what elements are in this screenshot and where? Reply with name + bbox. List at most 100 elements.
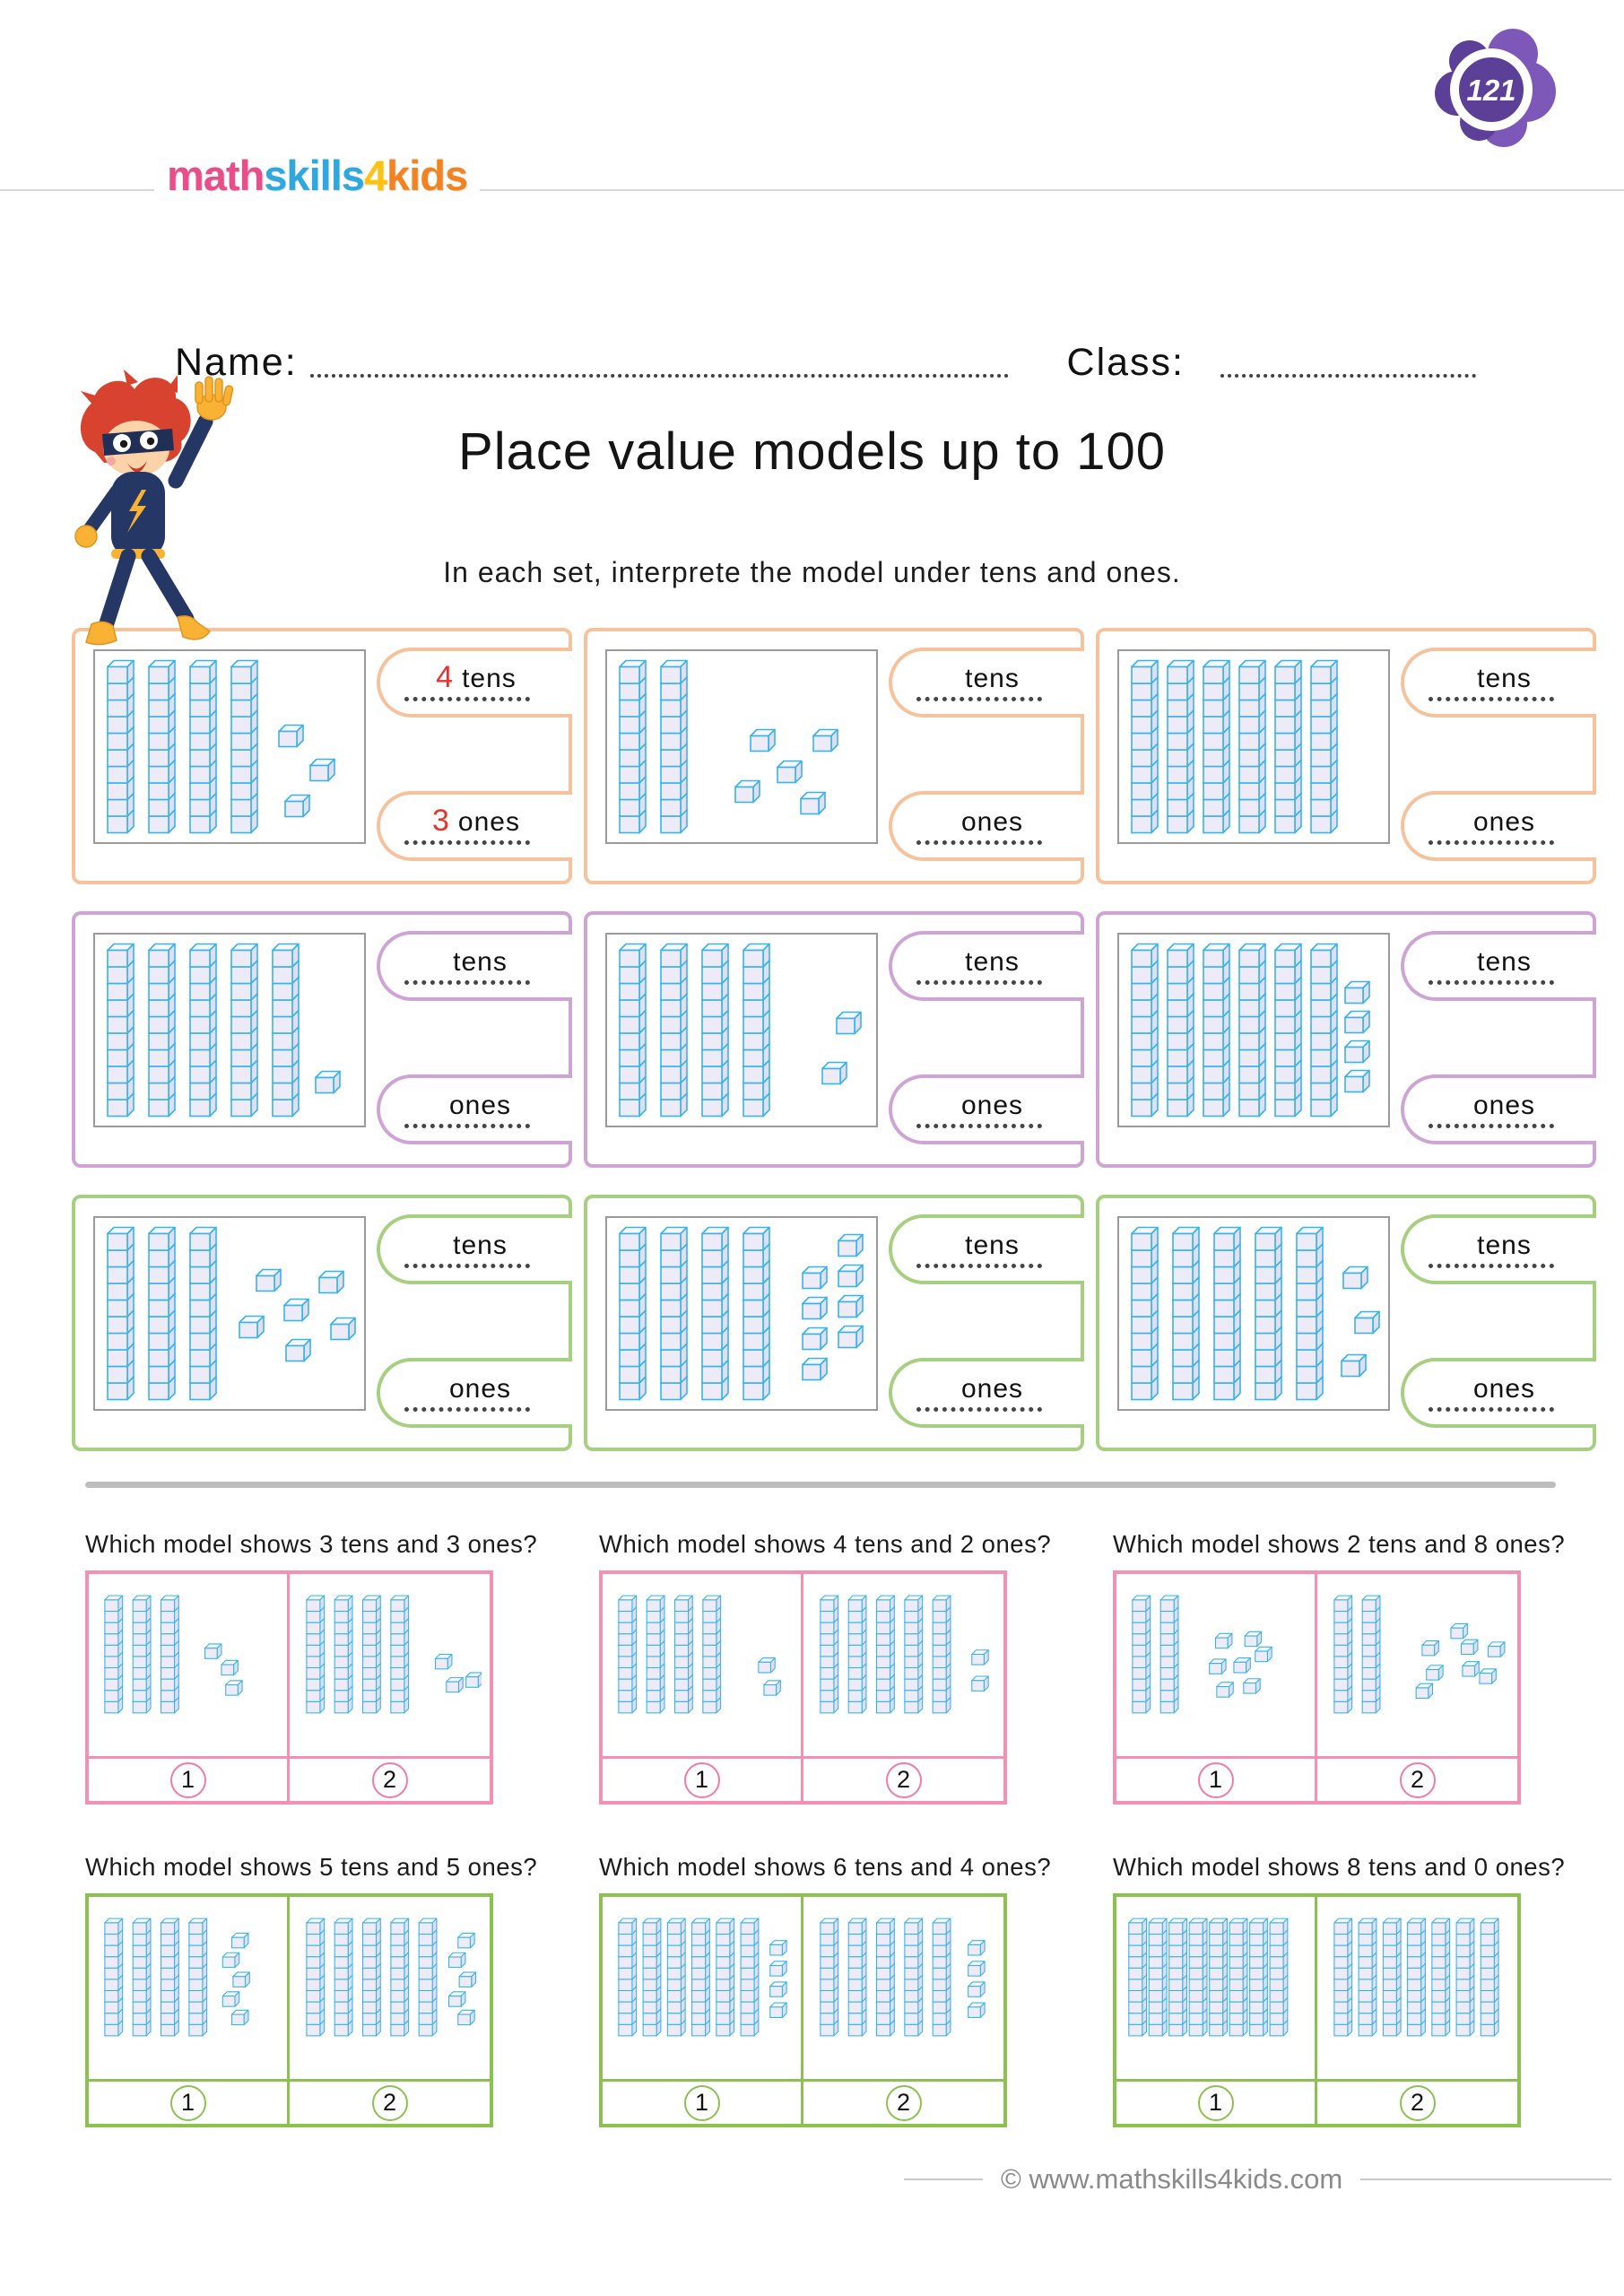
- ones-answer-field[interactable]: ones: [377, 1074, 572, 1144]
- question-prompt: Which model shows 3 tens and 3 ones?: [85, 1530, 538, 1558]
- base-ten-blocks-model: [1325, 1913, 1509, 2041]
- ones-word: ones: [1472, 1374, 1536, 1404]
- class-input-line[interactable]: [1220, 347, 1476, 378]
- answer-choice-box: 1 2: [599, 1893, 1007, 2127]
- circled-number: 2: [1399, 2084, 1436, 2121]
- option-2-number[interactable]: 2: [803, 2079, 1003, 2124]
- answer-choice-box: 1 2: [1113, 1570, 1521, 1805]
- ones-answer-field[interactable]: ones: [889, 791, 1084, 861]
- dotted-answer-line: [916, 1124, 1042, 1128]
- model-option-2[interactable]: [1317, 1897, 1517, 2079]
- answer-choice-box: 1 2: [1113, 1893, 1521, 2127]
- base-ten-blocks-model: [607, 651, 876, 842]
- model-option-1[interactable]: [89, 1574, 290, 1756]
- tens-answer-field[interactable]: tens: [1401, 1214, 1596, 1284]
- tens-word: tens: [453, 1231, 508, 1260]
- model-option-1[interactable]: [89, 1897, 290, 2079]
- dotted-answer-line: [1429, 1407, 1554, 1412]
- option-1-number[interactable]: 1: [1116, 2079, 1317, 2124]
- page-footer: © www.mathskills4kids.com: [904, 2163, 1611, 2196]
- tens-answer-field[interactable]: tens: [889, 931, 1084, 1001]
- option-1-number[interactable]: 1: [603, 2079, 803, 2124]
- tens-answer-field[interactable]: tens: [1401, 648, 1596, 718]
- model-option-1[interactable]: [603, 1897, 803, 2079]
- tens-word: tens: [453, 947, 508, 977]
- dotted-answer-line: [1429, 697, 1554, 701]
- superhero-mascot: [41, 366, 264, 669]
- set-card-7: tens ones: [72, 1195, 572, 1451]
- model-option-1[interactable]: [603, 1574, 803, 1756]
- base-ten-blocks-frame: [605, 649, 878, 844]
- place-value-sets-grid: 4 tens 3 ones tens ones tens ones tens one…: [72, 628, 1596, 1451]
- answer-choice-box: 1 2: [599, 1570, 1007, 1805]
- question-5: Which model shows 6 tens and 4 ones? 1 2: [599, 1853, 1051, 2127]
- model-option-2[interactable]: [803, 1574, 1003, 1756]
- base-ten-blocks-frame: [605, 933, 878, 1127]
- logo-part-math: math: [167, 152, 265, 199]
- option-2-number[interactable]: 2: [803, 1756, 1003, 1801]
- model-option-1[interactable]: [1116, 1897, 1317, 2079]
- answer-choice-box: 1 2: [85, 1893, 493, 2127]
- option-2-number[interactable]: 2: [1317, 2079, 1517, 2124]
- tens-answer-field[interactable]: tens: [889, 1214, 1084, 1284]
- ones-answer-field[interactable]: 3 ones: [377, 791, 572, 861]
- ones-answer-field[interactable]: ones: [889, 1074, 1084, 1144]
- dotted-answer-line: [404, 1264, 530, 1268]
- model-option-2[interactable]: [1317, 1574, 1517, 1756]
- option-2-number[interactable]: 2: [1317, 1756, 1517, 1801]
- logo-part-4: 4: [363, 152, 387, 199]
- tens-word: tens: [462, 664, 517, 693]
- option-1-number[interactable]: 1: [1116, 1756, 1317, 1801]
- tens-answer-field[interactable]: tens: [1401, 931, 1596, 1001]
- question-6: Which model shows 8 tens and 0 ones? 1 2: [1113, 1853, 1565, 2127]
- page-number-badge: 121: [1425, 18, 1559, 154]
- ones-word: ones: [960, 1374, 1024, 1404]
- base-ten-blocks-model: [610, 1590, 794, 1718]
- name-input-line[interactable]: [309, 347, 1009, 378]
- option-1-number[interactable]: 1: [89, 1756, 290, 1801]
- set-card-9: tens ones: [1096, 1195, 1596, 1451]
- ones-answer-field[interactable]: ones: [1401, 1074, 1596, 1144]
- dotted-answer-line: [1429, 840, 1554, 845]
- model-option-2[interactable]: [290, 1574, 490, 1756]
- ones-word: ones: [448, 1091, 512, 1120]
- question-prompt: Which model shows 5 tens and 5 ones?: [85, 1853, 538, 1881]
- set-card-3: tens ones: [1096, 628, 1596, 884]
- footer-rule-right: [1360, 2179, 1611, 2180]
- questions-row-1: Which model shows 3 tens and 3 ones? 1 2…: [85, 1530, 1565, 1805]
- option-2-number[interactable]: 2: [290, 2079, 490, 2124]
- set-card-8: tens ones: [584, 1195, 1084, 1451]
- base-ten-blocks-frame: [605, 1216, 878, 1411]
- tens-answer-field[interactable]: tens: [889, 648, 1084, 718]
- base-ten-blocks-model: [95, 1218, 364, 1409]
- option-1-number[interactable]: 1: [603, 1756, 803, 1801]
- model-option-2[interactable]: [290, 1897, 490, 2079]
- footer-rule-left: [904, 2179, 983, 2180]
- tens-answer-field[interactable]: tens: [377, 931, 572, 1001]
- tens-answer-field[interactable]: tens: [377, 1214, 572, 1284]
- option-1-number[interactable]: 1: [89, 2079, 290, 2124]
- base-ten-blocks-model: [1119, 651, 1388, 842]
- ones-answer-field[interactable]: ones: [1401, 1358, 1596, 1428]
- base-ten-blocks-model: [607, 935, 876, 1126]
- option-2-number[interactable]: 2: [290, 1756, 490, 1801]
- ones-answer-field[interactable]: ones: [1401, 791, 1596, 861]
- circled-number: 2: [371, 1761, 408, 1798]
- tens-word: tens: [965, 1231, 1020, 1260]
- base-ten-blocks-frame: [1117, 933, 1390, 1127]
- worksheet-instruction: In each set, interprete the model under …: [443, 556, 1181, 588]
- student-info-row: Name: Class:: [175, 341, 1476, 385]
- copyright-text: © www.mathskills4kids.com: [1001, 2163, 1343, 2195]
- circled-number: 2: [371, 2084, 408, 2121]
- ones-answer-field[interactable]: ones: [889, 1358, 1084, 1428]
- tens-answer-field[interactable]: 4 tens: [377, 648, 572, 718]
- base-ten-blocks-frame: [1117, 649, 1390, 844]
- ones-answer-field[interactable]: ones: [377, 1358, 572, 1428]
- dotted-answer-line: [916, 697, 1042, 701]
- dotted-answer-line: [1429, 1124, 1554, 1128]
- ones-word: ones: [457, 807, 520, 837]
- set-card-4: tens ones: [72, 911, 572, 1168]
- model-option-1[interactable]: [1116, 1574, 1317, 1756]
- base-ten-blocks-frame: [93, 1216, 366, 1411]
- model-option-2[interactable]: [803, 1897, 1003, 2079]
